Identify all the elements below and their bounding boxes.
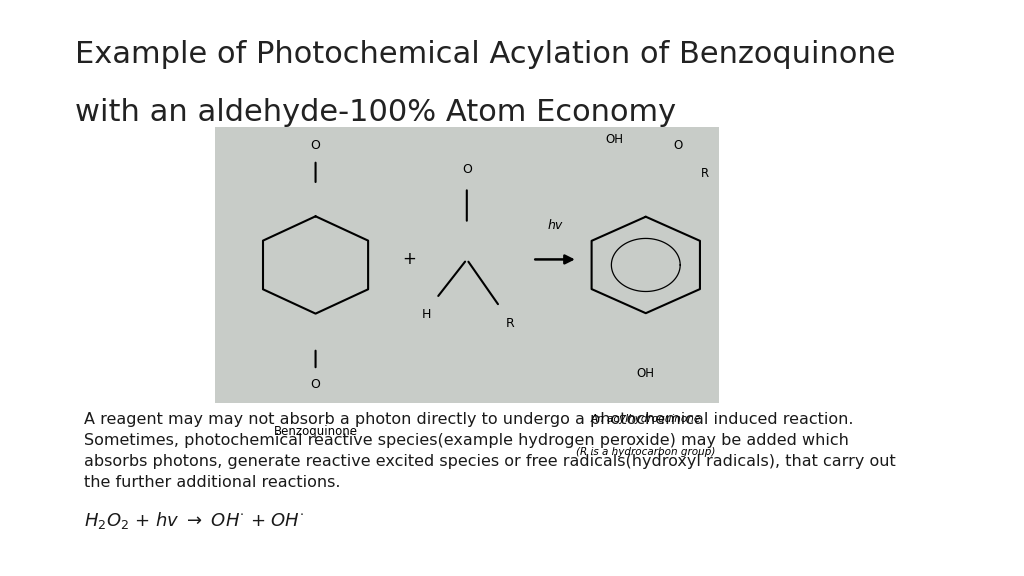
Text: with an aldehyde-100% Atom Economy: with an aldehyde-100% Atom Economy (75, 98, 676, 127)
Text: O: O (462, 164, 472, 176)
Text: An acylhydroquinone: An acylhydroquinone (591, 414, 700, 425)
Text: +: + (401, 251, 416, 268)
Text: A reagent may may not absorb a photon directly to undergo a photochemical induce: A reagent may may not absorb a photon di… (84, 412, 896, 490)
Text: Benzoquinone: Benzoquinone (273, 425, 357, 438)
Text: Example of Photochemical Acylation of Benzoquinone: Example of Photochemical Acylation of Be… (75, 40, 895, 69)
Text: O: O (310, 378, 321, 391)
Text: (R is a hydrocarbon group): (R is a hydrocarbon group) (577, 448, 716, 457)
Text: hv: hv (548, 219, 562, 232)
Text: OH: OH (605, 133, 623, 146)
Text: H: H (422, 308, 431, 321)
Text: OH: OH (637, 367, 654, 380)
Text: O: O (310, 139, 321, 151)
Text: O: O (674, 139, 683, 151)
Text: R: R (505, 317, 514, 329)
Text: R: R (701, 167, 710, 180)
FancyBboxPatch shape (215, 127, 719, 403)
Text: $H_2O_2$ + hv $\rightarrow$ $OH^{\cdot}$ + $OH^{\cdot}$: $H_2O_2$ + hv $\rightarrow$ $OH^{\cdot}$… (84, 510, 304, 530)
